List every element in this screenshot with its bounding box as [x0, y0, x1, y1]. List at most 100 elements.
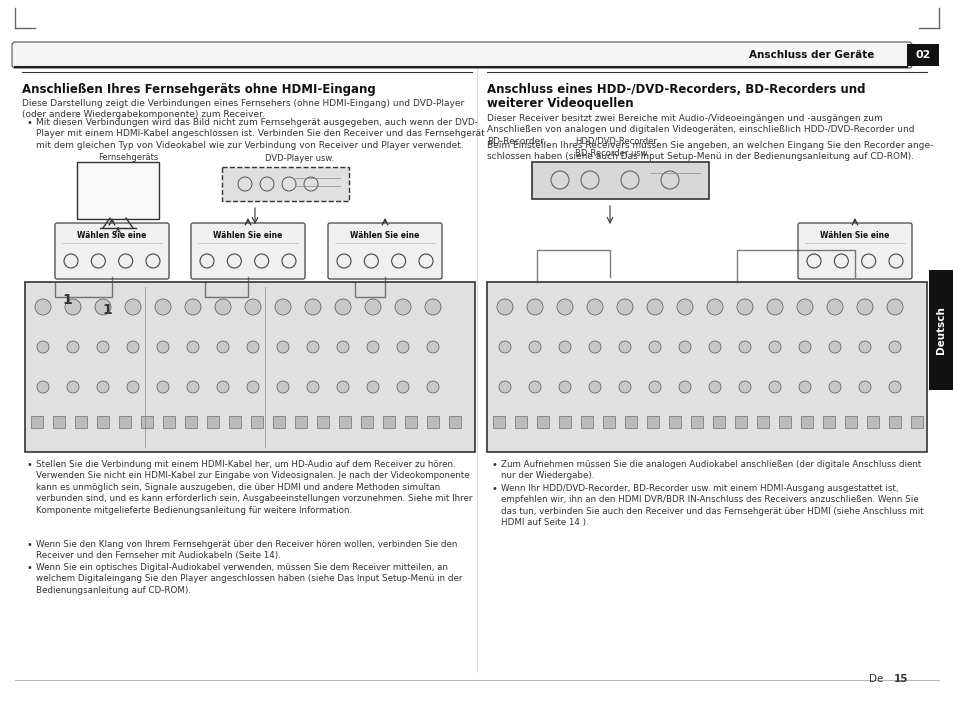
Text: weiterer Videoquellen: weiterer Videoquellen: [486, 97, 633, 110]
Bar: [163, 416, 174, 428]
Circle shape: [367, 341, 378, 353]
Bar: [779, 416, 790, 428]
Circle shape: [739, 381, 750, 393]
Text: Wählen Sie eine: Wählen Sie eine: [77, 231, 147, 240]
Circle shape: [888, 341, 900, 353]
Bar: [75, 416, 87, 428]
FancyBboxPatch shape: [328, 223, 441, 279]
Bar: [294, 416, 307, 428]
Bar: [580, 416, 593, 428]
Bar: [888, 416, 900, 428]
Circle shape: [706, 299, 722, 315]
Text: Diese Darstellung zeigt die Verbindungen eines Fernsehers (ohne HDMI-Eingang) un: Diese Darstellung zeigt die Verbindungen…: [22, 99, 464, 119]
Circle shape: [305, 299, 320, 315]
Bar: [486, 282, 926, 452]
Circle shape: [97, 381, 109, 393]
Circle shape: [396, 381, 409, 393]
FancyBboxPatch shape: [532, 162, 708, 199]
Circle shape: [67, 341, 79, 353]
Bar: [316, 416, 329, 428]
Bar: [427, 416, 438, 428]
Bar: [602, 416, 615, 428]
Circle shape: [276, 381, 289, 393]
Text: Dieser Receiver besitzt zwei Bereiche mit Audio-/Videoeingängen und -ausgängen z: Dieser Receiver besitzt zwei Bereiche mi…: [486, 114, 914, 146]
Bar: [97, 416, 109, 428]
Bar: [25, 282, 475, 452]
Text: Wählen Sie eine: Wählen Sie eine: [350, 231, 419, 240]
Circle shape: [708, 381, 720, 393]
Bar: [690, 416, 702, 428]
Bar: [910, 416, 923, 428]
Text: Wählen Sie eine: Wählen Sie eine: [213, 231, 282, 240]
Circle shape: [588, 341, 600, 353]
Circle shape: [37, 341, 49, 353]
Bar: [646, 416, 659, 428]
Circle shape: [247, 381, 258, 393]
Circle shape: [396, 341, 409, 353]
Text: Zum Aufnehmen müssen Sie die analogen Audiokabel anschließen (der digitale Ansch: Zum Aufnehmen müssen Sie die analogen Au…: [500, 460, 921, 480]
Circle shape: [127, 341, 139, 353]
Text: Anschluss eines HDD-/DVD-Recorders, BD-Recorders und: Anschluss eines HDD-/DVD-Recorders, BD-R…: [486, 83, 864, 96]
Circle shape: [799, 381, 810, 393]
Bar: [906, 44, 938, 66]
Circle shape: [97, 341, 109, 353]
Circle shape: [35, 299, 51, 315]
Circle shape: [427, 381, 438, 393]
Bar: [493, 416, 504, 428]
Bar: [449, 416, 460, 428]
Circle shape: [336, 381, 349, 393]
Bar: [928, 270, 952, 390]
Circle shape: [307, 381, 318, 393]
Circle shape: [427, 341, 438, 353]
Bar: [822, 416, 834, 428]
Circle shape: [858, 341, 870, 353]
Text: •: •: [27, 118, 32, 128]
Circle shape: [187, 381, 199, 393]
Circle shape: [799, 341, 810, 353]
FancyBboxPatch shape: [77, 162, 159, 219]
Bar: [251, 416, 263, 428]
Circle shape: [214, 299, 231, 315]
Circle shape: [858, 381, 870, 393]
Text: •: •: [492, 484, 497, 494]
Bar: [360, 416, 373, 428]
Circle shape: [796, 299, 812, 315]
Text: DVD-Player usw.: DVD-Player usw.: [265, 154, 334, 163]
Circle shape: [648, 381, 660, 393]
Bar: [844, 416, 856, 428]
Bar: [624, 416, 637, 428]
Bar: [229, 416, 241, 428]
Circle shape: [768, 381, 781, 393]
Circle shape: [646, 299, 662, 315]
Circle shape: [216, 381, 229, 393]
Circle shape: [157, 381, 169, 393]
Circle shape: [276, 341, 289, 353]
Circle shape: [498, 381, 511, 393]
Circle shape: [828, 341, 841, 353]
Bar: [866, 416, 878, 428]
Circle shape: [526, 299, 542, 315]
Bar: [558, 416, 571, 428]
Circle shape: [588, 381, 600, 393]
Text: •: •: [27, 540, 32, 550]
Circle shape: [826, 299, 842, 315]
Circle shape: [888, 381, 900, 393]
Bar: [757, 416, 768, 428]
Circle shape: [187, 341, 199, 353]
Circle shape: [828, 381, 841, 393]
Circle shape: [307, 341, 318, 353]
Circle shape: [367, 381, 378, 393]
Text: •: •: [27, 563, 32, 573]
Circle shape: [395, 299, 411, 315]
Bar: [338, 416, 351, 428]
Text: 02: 02: [914, 50, 930, 60]
Circle shape: [424, 299, 440, 315]
Circle shape: [216, 341, 229, 353]
Text: •: •: [27, 460, 32, 470]
Bar: [185, 416, 196, 428]
Text: Mit diesen Verbindungen wird das Bild nicht zum Fernsehgerät ausgegeben, auch we: Mit diesen Verbindungen wird das Bild ni…: [36, 118, 484, 150]
Bar: [273, 416, 285, 428]
Circle shape: [497, 299, 513, 315]
Circle shape: [365, 299, 380, 315]
Circle shape: [558, 341, 571, 353]
